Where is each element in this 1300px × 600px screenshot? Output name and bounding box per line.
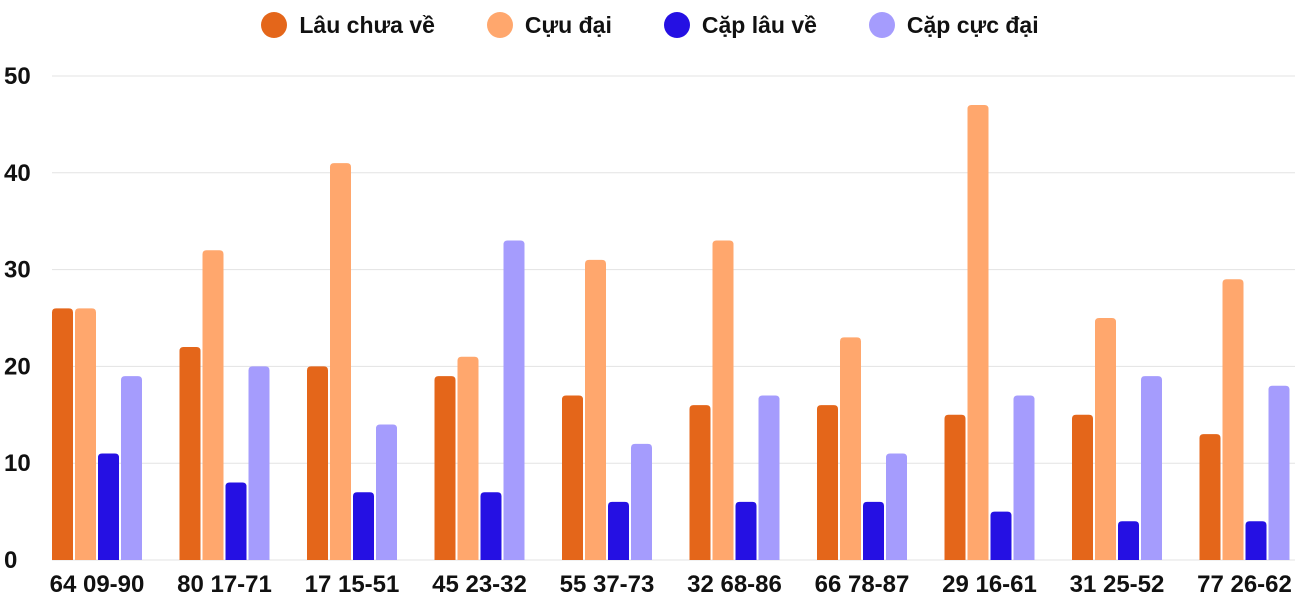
y-tick-label-10: 10 xyxy=(4,450,31,477)
legend: Lâu chưa về Cựu đại Cặp lâu về Cặp cực đ… xyxy=(0,8,1300,42)
x-tick-label-1: 64 09-90 xyxy=(50,571,145,598)
legend-label-cuu-dai: Cựu đại xyxy=(524,12,612,38)
bar-2-5[interactable]: Cựu đại – 55 37-73: 31 xyxy=(585,259,606,560)
y-tick-label-30: 30 xyxy=(4,257,31,284)
bar-2-10[interactable]: Cựu đại – 77 26-62: 29 xyxy=(1222,279,1244,560)
bar-3-2[interactable]: Cặp lâu về – 80 17-71: 8 xyxy=(225,482,247,560)
bar-1-2[interactable]: Lâu chưa về – 80 17-71: 22 xyxy=(179,347,201,560)
legend-item-cap-lau-ve[interactable]: Cặp lâu về xyxy=(663,8,817,42)
bar-1-8[interactable]: Lâu chưa về – 29 16-61: 15 xyxy=(944,414,966,560)
x-tick-label-8: 29 16-61 xyxy=(942,571,1037,598)
legend-swatch-cap-cuc-dai xyxy=(868,12,895,38)
bar-3-8[interactable]: Cặp lâu về – 29 16-61: 5 xyxy=(990,511,1012,560)
bar-1-6[interactable]: Lâu chưa về – 32 68-86: 16 xyxy=(689,405,711,560)
bar-1-9[interactable]: Lâu chưa về – 31 25-52: 15 xyxy=(1072,414,1093,560)
bar-1-7[interactable]: Lâu chưa về – 66 78-87: 16 xyxy=(817,405,838,560)
bar-4-1[interactable]: Cặp cực đại – 64 09-90: 19 xyxy=(121,376,142,560)
bar-2-6[interactable]: Cựu đại – 32 68-86: 33 xyxy=(712,240,734,560)
bar-4-9[interactable]: Cặp cực đại – 31 25-52: 19 xyxy=(1141,376,1162,560)
x-tick-label-6: 32 68-86 xyxy=(687,571,782,598)
bar-1-1[interactable]: Lâu chưa về – 64 09-90: 26 xyxy=(52,308,73,560)
bar-4-8[interactable]: Cặp cực đại – 29 16-61: 17 xyxy=(1013,395,1035,560)
bar-1-10[interactable]: Lâu chưa về – 77 26-62: 13 xyxy=(1199,434,1221,560)
x-tick-label-2: 80 17-71 xyxy=(177,571,272,598)
bar-1-4[interactable]: Lâu chưa về – 45 23-32: 19 xyxy=(434,376,456,560)
x-axis: 64 09-90 80 17-71 17 15-51 45 23-32 55 37-73… xyxy=(50,571,1292,598)
bar-4-7[interactable]: Cặp cực đại – 66 78-87: 11 xyxy=(886,453,907,560)
x-tick-label-10: 77 26-62 xyxy=(1197,571,1292,598)
bar-2-3[interactable]: Cựu đại – 17 15-51: 41 xyxy=(330,163,351,560)
y-tick-label-50: 50 xyxy=(4,63,31,90)
bar-4-2[interactable]: Cặp cực đại – 80 17-71: 20 xyxy=(248,366,270,560)
bar-3-5[interactable]: Cặp lâu về – 55 37-73: 6 xyxy=(608,501,629,560)
bar-4-6[interactable]: Cặp cực đại – 32 68-86: 17 xyxy=(758,395,780,560)
bar-1-3[interactable]: Lâu chưa về – 17 15-51: 20 xyxy=(307,366,328,560)
bar-2-8[interactable]: Cựu đại – 29 16-61: 47 xyxy=(967,105,989,560)
bar-2-4[interactable]: Cựu đại – 45 23-32: 21 xyxy=(457,356,479,560)
legend-swatch-lau-chua-ve xyxy=(261,12,288,38)
y-tick-label-0: 0 xyxy=(4,547,17,574)
bar-4-3[interactable]: Cặp cực đại – 17 15-51: 14 xyxy=(376,424,397,560)
bar-4-5[interactable]: Cặp cực đại – 55 37-73: 12 xyxy=(631,443,652,560)
bar-3-10[interactable]: Cặp lâu về – 77 26-62: 4 xyxy=(1245,521,1267,560)
x-tick-label-3: 17 15-51 xyxy=(305,571,400,598)
legend-label-lau-chua-ve: Lâu chưa về xyxy=(299,12,435,38)
y-tick-label-40: 40 xyxy=(4,160,31,187)
legend-item-lau-chua-ve[interactable]: Lâu chưa về xyxy=(261,8,435,42)
legend-swatch-cap-lau-ve xyxy=(663,12,690,38)
legend-label-cap-lau-ve: Cặp lâu về xyxy=(701,12,817,38)
bar-3-3[interactable]: Cặp lâu về – 17 15-51: 7 xyxy=(353,492,374,560)
bar-3-6[interactable]: Cặp lâu về – 32 68-86: 6 xyxy=(735,501,757,560)
legend-swatch-cuu-dai xyxy=(486,12,513,38)
x-tick-label-4: 45 23-32 xyxy=(432,571,527,598)
bar-3-9[interactable]: Cặp lâu về – 31 25-52: 4 xyxy=(1118,521,1139,560)
bars: Lâu chưa về – 64 09-90: 26Cựu đại – 64 0… xyxy=(52,105,1290,561)
bar-3-1[interactable]: Cặp lâu về – 64 09-90: 11 xyxy=(98,453,119,560)
x-tick-label-7: 66 78-87 xyxy=(815,571,910,598)
x-tick-label-9: 31 25-52 xyxy=(1070,571,1165,598)
bar-2-1[interactable]: Cựu đại – 64 09-90: 26 xyxy=(75,308,96,560)
y-tick-label-20: 20 xyxy=(4,353,31,380)
bar-2-9[interactable]: Cựu đại – 31 25-52: 25 xyxy=(1095,318,1116,560)
bar-3-7[interactable]: Cặp lâu về – 66 78-87: 6 xyxy=(863,501,884,560)
legend-label-cap-cuc-dai: Cặp cực đại xyxy=(906,12,1039,38)
bar-2-7[interactable]: Cựu đại – 66 78-87: 23 xyxy=(840,337,861,560)
bar-3-4[interactable]: Cặp lâu về – 45 23-32: 7 xyxy=(480,492,502,560)
bar-4-4[interactable]: Cặp cực đại – 45 23-32: 33 xyxy=(503,240,525,560)
bar-1-5[interactable]: Lâu chưa về – 55 37-73: 17 xyxy=(562,395,583,560)
y-axis: 0 10 20 30 40 50 xyxy=(4,63,31,574)
bar-2-2[interactable]: Cựu đại – 80 17-71: 32 xyxy=(202,250,224,561)
legend-item-cap-cuc-dai[interactable]: Cặp cực đại xyxy=(868,8,1039,42)
bar-4-10[interactable]: Cặp cực đại – 77 26-62: 18 xyxy=(1268,385,1290,560)
legend-item-cuu-dai[interactable]: Cựu đại xyxy=(486,8,612,42)
x-tick-label-5: 55 37-73 xyxy=(560,571,655,598)
